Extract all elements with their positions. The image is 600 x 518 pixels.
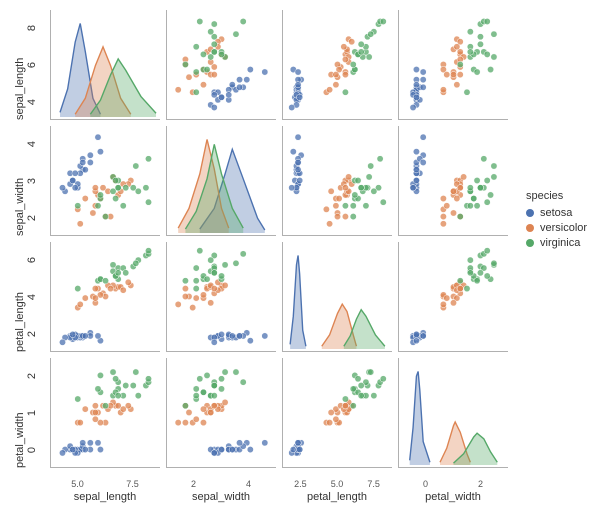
kde-panel-petal_length-vs-petal_length bbox=[282, 242, 392, 352]
legend-item-versicolor: versicolor bbox=[526, 222, 587, 234]
legend-label: setosa bbox=[540, 207, 572, 219]
kde-panel-petal_width-vs-petal_width bbox=[398, 358, 508, 468]
tick-label: 2 bbox=[26, 331, 38, 337]
pairplot-grid: sepal_length468sepal_width234petal_lengt… bbox=[10, 10, 508, 508]
tick-label: 2 bbox=[478, 479, 483, 489]
legend-title: species bbox=[526, 190, 587, 202]
tick-label: 1 bbox=[26, 410, 38, 416]
scatter-panel-sepal_length-vs-petal_width bbox=[398, 10, 508, 120]
scatter-panel-petal_length-vs-sepal_width bbox=[166, 242, 276, 352]
tick-label: 0 bbox=[423, 479, 428, 489]
tick-label: 2 bbox=[26, 215, 38, 221]
x-ticks: 2.5 5.0 7.5 bbox=[282, 479, 392, 489]
x-axis-label-petal_width: 02petal_width bbox=[398, 474, 508, 508]
legend-item-virginica: virginica bbox=[526, 237, 587, 249]
tick-label: 2 bbox=[26, 373, 38, 379]
axis-label-text: sepal_width bbox=[14, 126, 26, 236]
scatter-panel-sepal_width-vs-petal_length bbox=[282, 126, 392, 236]
tick-label: 4 bbox=[246, 479, 251, 489]
y-ticks: 4 6 8 bbox=[26, 10, 38, 120]
scatter-panel-sepal_width-vs-sepal_length bbox=[50, 126, 160, 236]
legend-dot-icon bbox=[526, 224, 534, 232]
axis-label-text: petal_length bbox=[14, 242, 26, 352]
kde-panel-sepal_width-vs-sepal_width bbox=[166, 126, 276, 236]
scatter-panel-petal_length-vs-sepal_length bbox=[50, 242, 160, 352]
axis-label-text: sepal_width bbox=[192, 491, 250, 503]
y-axis-label-petal_width: petal_width0 1 2 bbox=[10, 358, 44, 468]
scatter-panel-petal_length-vs-petal_width bbox=[398, 242, 508, 352]
axis-label-text: petal_width bbox=[425, 491, 481, 503]
tick-label: 5.0 bbox=[331, 479, 344, 489]
tick-label: 2 bbox=[191, 479, 196, 489]
pairplot-container: sepal_length468sepal_width234petal_lengt… bbox=[10, 10, 590, 508]
x-ticks: 02 bbox=[398, 479, 508, 489]
scatter-panel-petal_width-vs-sepal_length bbox=[50, 358, 160, 468]
tick-label: 6 bbox=[26, 257, 38, 263]
y-axis-label-petal_length: petal_length2 4 6 bbox=[10, 242, 44, 352]
y-ticks: 2 3 4 bbox=[26, 126, 38, 236]
scatter-panel-petal_width-vs-sepal_width bbox=[166, 358, 276, 468]
y-ticks: 0 1 2 bbox=[26, 358, 38, 468]
x-ticks: 5.0 7.5 bbox=[50, 479, 160, 489]
tick-label: 2.5 bbox=[294, 479, 307, 489]
tick-label: 4 bbox=[26, 99, 38, 105]
legend-dot-icon bbox=[526, 209, 534, 217]
y-ticks: 2 4 6 bbox=[26, 242, 38, 352]
x-axis-label-sepal_width: 24sepal_width bbox=[166, 474, 276, 508]
tick-label: 7.5 bbox=[367, 479, 380, 489]
scatter-panel-sepal_width-vs-petal_width bbox=[398, 126, 508, 236]
axis-label-text: petal_length bbox=[307, 491, 367, 503]
legend-dot-icon bbox=[526, 239, 534, 247]
legend-label: versicolor bbox=[540, 222, 587, 234]
x-axis-label-petal_length: 2.5 5.0 7.5petal_length bbox=[282, 474, 392, 508]
scatter-panel-sepal_length-vs-petal_length bbox=[282, 10, 392, 120]
scatter-panel-sepal_length-vs-sepal_width bbox=[166, 10, 276, 120]
tick-label: 3 bbox=[26, 178, 38, 184]
x-ticks: 24 bbox=[166, 479, 276, 489]
tick-label: 0 bbox=[26, 447, 38, 453]
axis-label-text: petal_width bbox=[14, 358, 26, 468]
legend: species setosa versicolor virginica bbox=[508, 10, 587, 508]
axis-label-text: sepal_length bbox=[74, 491, 136, 503]
tick-label: 7.5 bbox=[126, 479, 139, 489]
axis-label-text: sepal_length bbox=[14, 10, 26, 120]
grid-corner bbox=[10, 474, 44, 508]
tick-label: 4 bbox=[26, 294, 38, 300]
legend-label: virginica bbox=[540, 237, 580, 249]
tick-label: 4 bbox=[26, 141, 38, 147]
tick-label: 6 bbox=[26, 62, 38, 68]
x-axis-label-sepal_length: 5.0 7.5 sepal_length bbox=[50, 474, 160, 508]
y-axis-label-sepal_length: sepal_length4 6 8 bbox=[10, 10, 44, 120]
tick-label: 5.0 bbox=[71, 479, 84, 489]
scatter-panel-petal_width-vs-petal_length bbox=[282, 358, 392, 468]
tick-label: 8 bbox=[26, 25, 38, 31]
legend-item-setosa: setosa bbox=[526, 207, 587, 219]
y-axis-label-sepal_width: sepal_width2 3 4 bbox=[10, 126, 44, 236]
kde-panel-sepal_length-vs-sepal_length bbox=[50, 10, 160, 120]
